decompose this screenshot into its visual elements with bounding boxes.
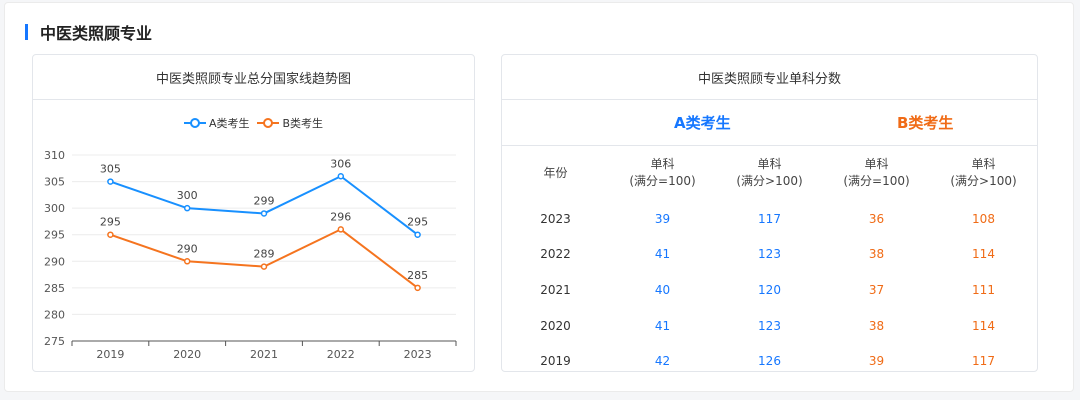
data-label: 289 xyxy=(254,248,275,261)
data-point xyxy=(414,231,421,238)
y-tick-label: 310 xyxy=(44,149,65,162)
section-accent-bar xyxy=(25,24,28,40)
cell-b-100: 38 xyxy=(868,247,885,262)
cell-a-gt100: 123 xyxy=(758,247,781,262)
trend-line-chart: 275 280 285 290 295 300 305 310 2019 2020 2021 2022… xyxy=(44,149,457,361)
data-label: 306 xyxy=(330,157,351,170)
cell-a-100: 39 xyxy=(654,211,671,226)
legend-line-icon-b xyxy=(257,118,280,128)
group-a-label: A类考生 xyxy=(674,114,731,132)
x-tick-label: 2022 xyxy=(327,348,355,361)
table-row: 2022 41 123 38 114 xyxy=(502,237,1037,273)
cell-b-100: 36 xyxy=(868,211,885,226)
data-point xyxy=(107,231,114,238)
data-label: 295 xyxy=(100,216,121,229)
y-tick-label: 285 xyxy=(44,282,65,295)
data-label: 295 xyxy=(407,216,428,229)
y-tick-label: 305 xyxy=(44,176,65,189)
data-label: 290 xyxy=(177,242,198,255)
data-point xyxy=(414,284,421,292)
cell-year: 2021 xyxy=(540,282,571,297)
cell-a-100: 42 xyxy=(654,354,671,369)
data-label: 300 xyxy=(177,189,198,202)
data-label: 285 xyxy=(407,269,428,282)
col-header-b-100: 单科 (满分=100) xyxy=(843,157,910,188)
section-title: 中医类照顾专业 xyxy=(40,24,153,43)
data-point xyxy=(337,173,345,180)
chart-card-title: 中医类照顾专业总分国家线趋势图 xyxy=(33,55,474,100)
legend-label-b: B类考生 xyxy=(282,117,324,130)
y-tick-label: 295 xyxy=(44,229,65,242)
legend-line-icon-a xyxy=(183,118,206,128)
col-header-a-100: 单科 (满分=100) xyxy=(629,157,696,188)
cell-a-100: 41 xyxy=(654,318,671,333)
cell-b-gt100: 108 xyxy=(972,211,995,226)
cell-a-gt100: 117 xyxy=(758,211,781,226)
cell-a-100: 41 xyxy=(654,247,671,262)
subject-score-table: 年份 单科 (满分=100) 单科 (满分>100) 单科 (满分=100) 单科 (满… xyxy=(502,145,1037,379)
data-point xyxy=(183,258,191,265)
data-label: 296 xyxy=(330,210,351,223)
cell-b-gt100: 111 xyxy=(972,282,995,297)
cell-b-100: 38 xyxy=(868,318,885,333)
chart-legend: A类考生 B类考生 xyxy=(33,115,474,131)
table-row: 2020 41 123 38 114 xyxy=(502,308,1037,344)
cell-a-gt100: 126 xyxy=(758,354,781,369)
table-row: 2021 40 120 37 111 xyxy=(502,272,1037,308)
group-header-row: A类考生 B类考生 xyxy=(502,100,1037,146)
table-card-title: 中医类照顾专业单科分数 xyxy=(502,55,1037,100)
data-point xyxy=(107,178,114,185)
data-point xyxy=(183,204,191,212)
table-header-row: 年份 单科 (满分=100) 单科 (满分>100) 单科 (满分=100) 单科 (满… xyxy=(502,145,1037,201)
section-header: 中医类照顾专业 xyxy=(25,23,153,43)
trend-chart-card: 中医类照顾专业总分国家线趋势图 A类考生 B类考生 275 280 285 290 29… xyxy=(32,54,475,372)
cell-b-100: 37 xyxy=(868,282,885,297)
table-row: 2019 42 126 39 117 xyxy=(502,343,1037,379)
cell-year: 2022 xyxy=(540,247,571,262)
cell-b-gt100: 114 xyxy=(972,318,995,333)
cell-b-gt100: 117 xyxy=(972,354,995,369)
legend-item-a[interactable]: A类考生 xyxy=(183,115,250,131)
x-tick-label: 2020 xyxy=(173,348,201,361)
y-tick-label: 280 xyxy=(44,308,65,321)
data-point xyxy=(260,210,268,217)
cell-year: 2019 xyxy=(540,354,571,369)
data-label: 299 xyxy=(254,194,275,207)
cell-b-100: 39 xyxy=(868,354,885,369)
legend-item-b[interactable]: B类考生 xyxy=(257,115,323,131)
cell-b-gt100: 114 xyxy=(972,247,995,262)
y-tick-label: 300 xyxy=(44,202,65,215)
cell-year: 2020 xyxy=(540,318,571,333)
cell-a-100: 40 xyxy=(654,282,671,297)
x-tick-label: 2023 xyxy=(404,348,432,361)
data-point xyxy=(337,226,345,233)
legend-label-a: A类考生 xyxy=(208,117,250,130)
col-header-b-gt100: 单科 (满分>100) xyxy=(950,157,1017,188)
table-row: 2023 39 117 36 108 xyxy=(502,201,1037,237)
cell-a-gt100: 120 xyxy=(758,282,781,297)
group-b-label: B类考生 xyxy=(897,114,954,132)
y-tick-label: 275 xyxy=(44,335,65,348)
y-tick-label: 290 xyxy=(44,255,65,268)
subject-score-card: 中医类照顾专业单科分数 A类考生 B类考生 年份 单科 (满分=100) 单科 (满… xyxy=(501,54,1038,372)
col-header-a-gt100: 单科 (满分>100) xyxy=(736,157,803,188)
x-tick-label: 2021 xyxy=(250,348,278,361)
data-label: 305 xyxy=(100,163,121,176)
cell-a-gt100: 123 xyxy=(758,318,781,333)
cell-year: 2023 xyxy=(540,211,571,226)
col-header-year: 年份 xyxy=(543,165,568,180)
x-tick-label: 2019 xyxy=(96,348,124,361)
data-point xyxy=(260,263,268,270)
